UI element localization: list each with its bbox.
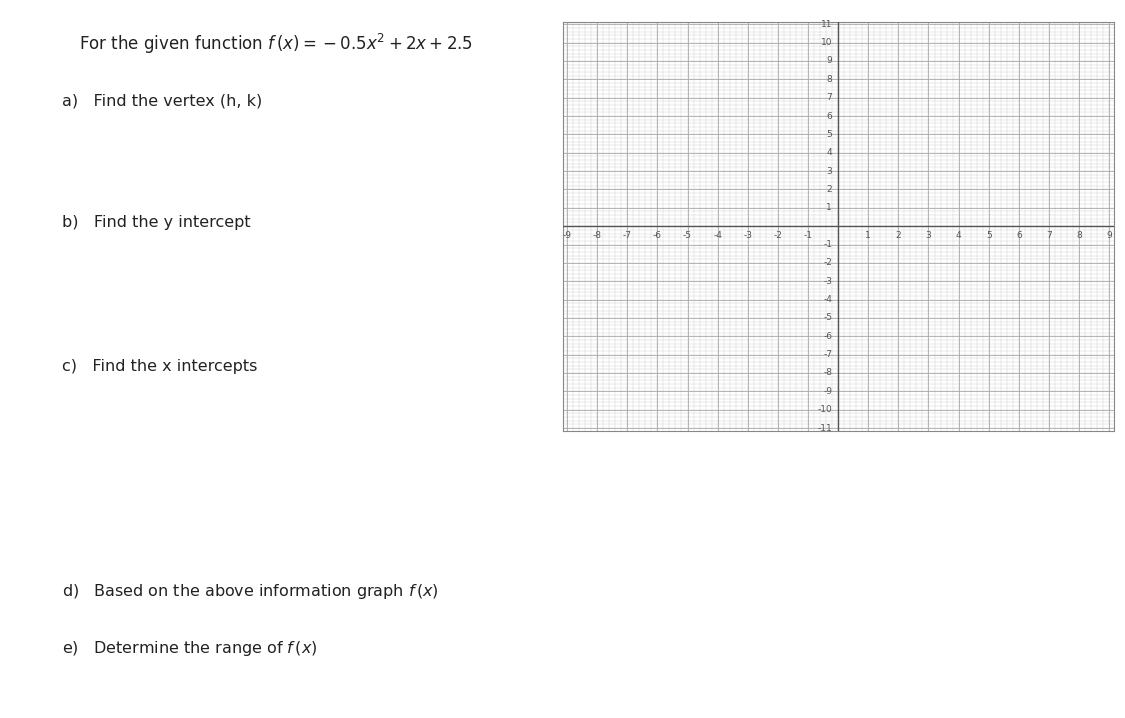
Text: 4: 4: [956, 230, 962, 240]
Text: a)   Find the vertex (h, k): a) Find the vertex (h, k): [62, 93, 262, 108]
Text: 7: 7: [827, 93, 832, 102]
Text: -1: -1: [803, 230, 812, 240]
Text: -7: -7: [824, 350, 832, 359]
Text: 7: 7: [1046, 230, 1052, 240]
Text: 5: 5: [827, 130, 832, 139]
Text: For the given function $f\,(x) = -0.5x^2 + 2x + 2.5$: For the given function $f\,(x) = -0.5x^2…: [79, 32, 472, 57]
Text: e)   Determine the range of $f\,(x)$: e) Determine the range of $f\,(x)$: [62, 639, 317, 658]
Text: 3: 3: [926, 230, 932, 240]
Text: -5: -5: [683, 230, 692, 240]
Text: -2: -2: [824, 258, 832, 267]
Text: -6: -6: [824, 332, 832, 341]
Text: -3: -3: [824, 276, 832, 286]
Text: 8: 8: [1077, 230, 1082, 240]
Text: 1: 1: [865, 230, 871, 240]
Text: -10: -10: [818, 405, 832, 414]
Text: 2: 2: [827, 185, 832, 194]
Text: -4: -4: [713, 230, 722, 240]
Text: 4: 4: [827, 148, 832, 157]
Text: 9: 9: [827, 57, 832, 65]
Text: 11: 11: [820, 20, 832, 29]
Text: b)   Find the y intercept: b) Find the y intercept: [62, 215, 251, 230]
Text: 5: 5: [986, 230, 991, 240]
Text: -2: -2: [774, 230, 782, 240]
Text: -5: -5: [824, 314, 832, 322]
Text: -8: -8: [593, 230, 602, 240]
Text: 6: 6: [827, 111, 832, 121]
Text: 8: 8: [827, 75, 832, 84]
Text: 10: 10: [820, 38, 832, 47]
Text: -9: -9: [562, 230, 572, 240]
Text: -11: -11: [818, 424, 832, 432]
Text: 1: 1: [827, 203, 832, 213]
Text: 3: 3: [827, 167, 832, 176]
Text: -4: -4: [824, 295, 832, 304]
Text: c)   Find the x intercepts: c) Find the x intercepts: [62, 359, 258, 374]
Text: 6: 6: [1016, 230, 1022, 240]
Text: -8: -8: [824, 368, 832, 378]
Text: -7: -7: [623, 230, 632, 240]
Text: -6: -6: [652, 230, 662, 240]
Text: 9: 9: [1106, 230, 1113, 240]
Text: -1: -1: [824, 240, 832, 249]
Text: -9: -9: [824, 387, 832, 396]
Text: -3: -3: [744, 230, 753, 240]
Text: d)   Based on the above information graph $f\,(x)$: d) Based on the above information graph …: [62, 582, 439, 600]
Text: 2: 2: [896, 230, 901, 240]
